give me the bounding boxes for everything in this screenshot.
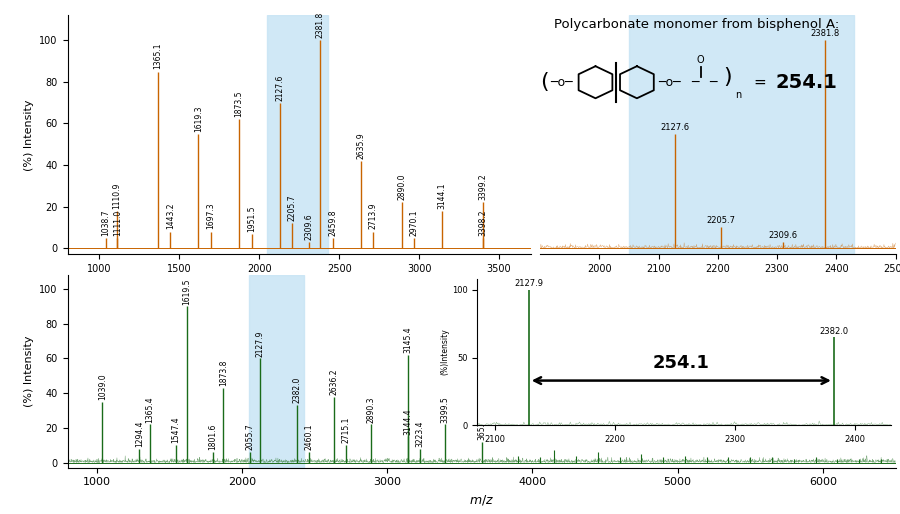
Text: 1801.6: 1801.6 xyxy=(209,424,218,450)
Text: 3223.4: 3223.4 xyxy=(415,420,424,447)
X-axis label: $m/z$: $m/z$ xyxy=(469,493,494,507)
Text: 2127.6: 2127.6 xyxy=(661,123,689,132)
Text: 2715.1: 2715.1 xyxy=(341,417,350,444)
Text: 1365.1: 1365.1 xyxy=(153,43,162,69)
Text: 2382.0: 2382.0 xyxy=(292,377,302,403)
Text: ): ) xyxy=(724,67,732,87)
Text: 2636.2: 2636.2 xyxy=(329,369,338,395)
Y-axis label: (%) Intensity: (%) Intensity xyxy=(23,336,34,407)
Text: 2970.1: 2970.1 xyxy=(410,209,418,236)
Text: 1951.5: 1951.5 xyxy=(247,205,256,232)
Text: 2055.7: 2055.7 xyxy=(246,424,255,450)
Text: 2890.3: 2890.3 xyxy=(366,396,375,423)
Text: 2309.6: 2309.6 xyxy=(768,231,797,240)
Text: 1697.3: 1697.3 xyxy=(206,203,215,229)
Text: 2635.9: 2635.9 xyxy=(356,132,365,159)
Text: 2309.6: 2309.6 xyxy=(304,213,313,240)
Text: 2127.6: 2127.6 xyxy=(275,74,284,101)
Text: 1110.9: 1110.9 xyxy=(112,182,122,209)
Text: 3399.2: 3399.2 xyxy=(479,174,488,200)
Text: 3144.1: 3144.1 xyxy=(437,182,446,209)
Text: 1038.7: 1038.7 xyxy=(101,209,110,236)
Text: 1039.0: 1039.0 xyxy=(98,373,107,400)
Text: 1873.5: 1873.5 xyxy=(235,91,244,117)
Text: 1443.2: 1443.2 xyxy=(166,203,175,229)
Text: 2205.7: 2205.7 xyxy=(288,195,297,221)
Text: 3653.6: 3653.6 xyxy=(478,413,487,440)
Text: 1547.4: 1547.4 xyxy=(172,417,181,444)
Text: Polycarbonate monomer from bisphenol A:: Polycarbonate monomer from bisphenol A: xyxy=(554,18,839,31)
Text: 3144.4: 3144.4 xyxy=(403,408,412,435)
Text: n: n xyxy=(735,89,741,100)
Bar xyxy=(249,275,304,468)
Text: 2381.8: 2381.8 xyxy=(316,12,325,38)
Text: =: = xyxy=(754,75,772,90)
Text: 2890.0: 2890.0 xyxy=(397,174,406,200)
Text: 2460.1: 2460.1 xyxy=(304,424,313,450)
Text: 1365.4: 1365.4 xyxy=(145,396,154,423)
Text: ─o─: ─o─ xyxy=(658,76,680,89)
Text: 2459.8: 2459.8 xyxy=(328,209,338,236)
Bar xyxy=(629,15,854,254)
Text: 1294.4: 1294.4 xyxy=(135,420,144,447)
Text: O: O xyxy=(697,55,705,65)
Text: ─o─: ─o─ xyxy=(550,76,572,89)
Text: (: ( xyxy=(540,72,549,92)
Bar xyxy=(267,15,328,254)
Text: 2381.8: 2381.8 xyxy=(811,29,840,38)
Text: ─: ─ xyxy=(709,76,716,89)
Text: 1111.0: 1111.0 xyxy=(112,210,122,236)
Text: 1873.8: 1873.8 xyxy=(219,360,228,386)
Text: ─: ─ xyxy=(691,76,698,89)
Text: 1619.5: 1619.5 xyxy=(182,278,191,304)
Text: 2127.9: 2127.9 xyxy=(256,330,265,357)
Text: 3399.5: 3399.5 xyxy=(441,396,450,423)
Text: 1619.3: 1619.3 xyxy=(194,105,202,132)
Text: 3398.2: 3398.2 xyxy=(478,209,487,236)
Text: 3145.4: 3145.4 xyxy=(404,326,413,353)
Y-axis label: (%) Intensity: (%) Intensity xyxy=(23,99,34,171)
Text: 2205.7: 2205.7 xyxy=(706,216,735,225)
Text: 254.1: 254.1 xyxy=(776,73,837,91)
Text: 2713.9: 2713.9 xyxy=(369,203,378,229)
